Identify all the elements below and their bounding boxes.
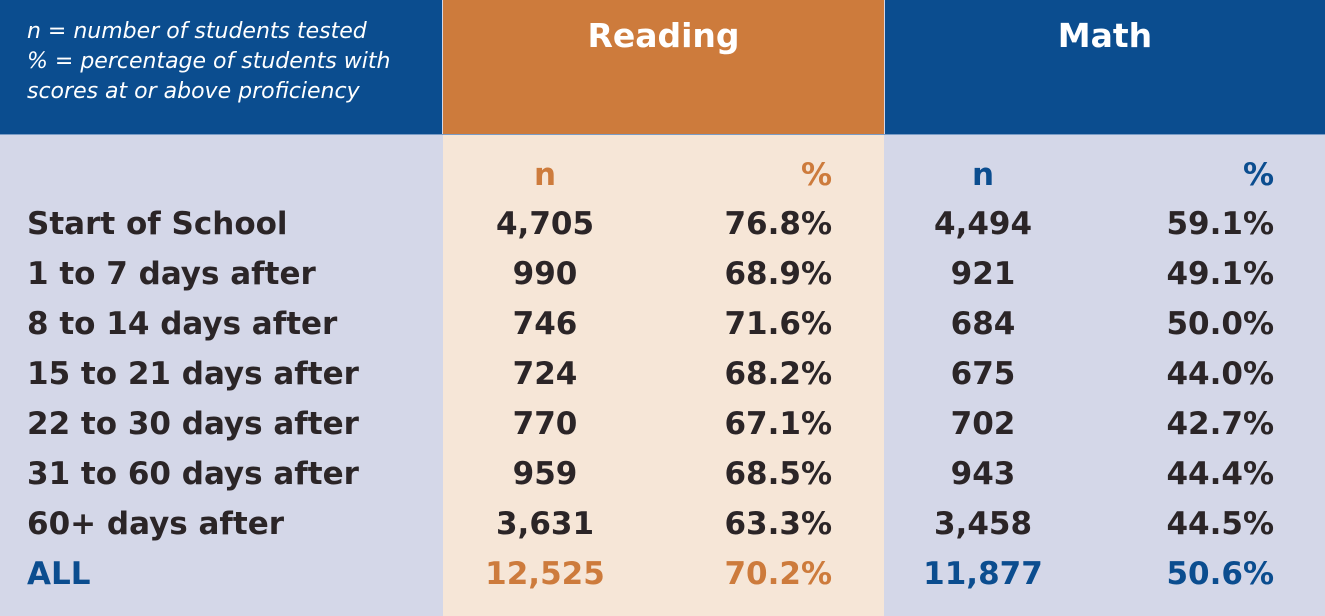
cell-reading-n: 770: [512, 406, 578, 442]
cell-math-pct: 50.0%: [1166, 306, 1274, 342]
cell-math-pct: 44.0%: [1166, 356, 1274, 392]
cell-reading-pct: 68.5%: [724, 456, 832, 492]
cell-reading-n: 4,705: [495, 206, 595, 242]
cell-reading-n: 959: [512, 456, 578, 492]
cell-reading-pct: 63.3%: [724, 506, 832, 542]
math-header: Math: [885, 0, 1325, 134]
subheader-math-pct: %: [1242, 157, 1274, 193]
cell-math-n: 11,877: [923, 556, 1043, 592]
cell-math-pct: 50.6%: [1166, 556, 1274, 592]
cell-math-pct: 44.4%: [1166, 456, 1274, 492]
cell-reading-pct: 67.1%: [724, 406, 832, 442]
cell-math-pct: 49.1%: [1166, 256, 1274, 292]
cell-reading-pct: 68.9%: [724, 256, 832, 292]
cell-math-n: 3,458: [933, 506, 1033, 542]
subheader-reading-n: n: [533, 157, 557, 193]
subheader-math-n: n: [971, 157, 995, 193]
cell-reading-n: 746: [512, 306, 578, 342]
row-label: 15 to 21 days after: [27, 356, 359, 392]
row-label: Start of School: [27, 206, 288, 242]
subheader-reading-pct: %: [800, 157, 832, 193]
reading-title: Reading: [587, 16, 740, 55]
header-divider: [0, 134, 1325, 135]
cell-reading-pct: 68.2%: [724, 356, 832, 392]
cell-math-n: 921: [950, 256, 1016, 292]
row-label: 1 to 7 days after: [27, 256, 316, 292]
cell-math-n: 943: [950, 456, 1016, 492]
row-label: ALL: [27, 556, 91, 592]
cell-reading-pct: 70.2%: [724, 556, 832, 592]
legend-line: % = percentage of students with: [27, 49, 391, 74]
reading-column-bg: [443, 135, 884, 616]
legend-line: scores at or above proficiency: [27, 79, 360, 104]
legend-line: n = number of students tested: [27, 19, 367, 44]
row-label: 60+ days after: [27, 506, 285, 542]
row-label: 22 to 30 days after: [27, 406, 359, 442]
cell-math-n: 702: [950, 406, 1016, 442]
cell-math-pct: 44.5%: [1166, 506, 1274, 542]
row-label: 31 to 60 days after: [27, 456, 359, 492]
cell-math-pct: 42.7%: [1166, 406, 1274, 442]
cell-math-n: 675: [950, 356, 1016, 392]
cell-reading-n: 12,525: [485, 556, 605, 592]
cell-reading-pct: 71.6%: [724, 306, 832, 342]
cell-reading-pct: 76.8%: [724, 206, 832, 242]
cell-math-n: 684: [950, 306, 1016, 342]
cell-reading-n: 990: [512, 256, 578, 292]
cell-reading-n: 724: [512, 356, 578, 392]
cell-math-n: 4,494: [933, 206, 1033, 242]
legend-box: n = number of students tested % = percen…: [0, 0, 442, 134]
reading-header: Reading: [443, 0, 884, 134]
cell-math-pct: 59.1%: [1166, 206, 1274, 242]
row-label: 8 to 14 days after: [27, 306, 338, 342]
cell-reading-n: 3,631: [495, 506, 595, 542]
math-title: Math: [1057, 16, 1153, 55]
